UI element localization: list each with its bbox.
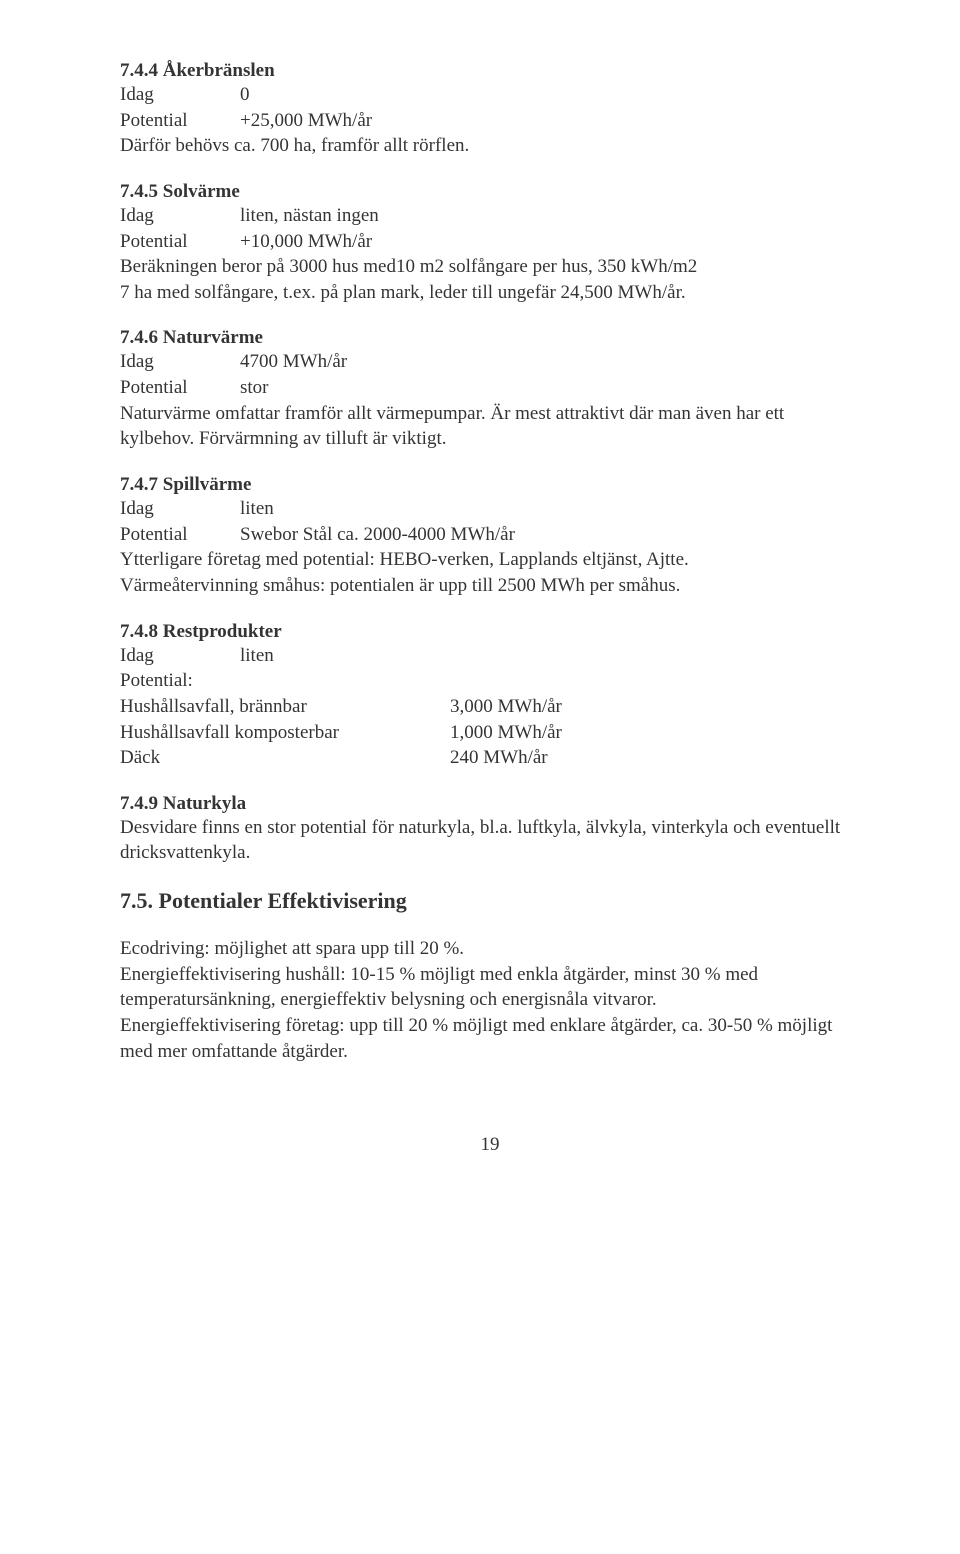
kv-val: Swebor Stål ca. 2000-4000 MWh/år xyxy=(240,522,860,548)
heading-748: 7.4.8 Restprodukter xyxy=(120,621,860,643)
note-745: Beräkningen beror på 3000 hus med10 m2 s… xyxy=(120,254,860,305)
p3-75: Energieffektivisering företag: upp till … xyxy=(120,1013,860,1064)
kv-pot-747: Potential Swebor Stål ca. 2000-4000 MWh/… xyxy=(120,522,860,548)
section-746: 7.4.6 Naturvärme Idag 4700 MWh/år Potent… xyxy=(120,327,860,452)
rest-row: Hushållsavfall komposterbar 1,000 MWh/år xyxy=(120,720,860,746)
kv-val: liten xyxy=(240,496,860,522)
rest-row: Hushållsavfall, brännbar 3,000 MWh/år xyxy=(120,694,860,720)
rest-row: Däck 240 MWh/år xyxy=(120,745,860,771)
kv-val: +25,000 MWh/år xyxy=(240,108,860,134)
kv-val: liten, nästan ingen xyxy=(240,203,860,229)
kv-key: Idag xyxy=(120,496,240,522)
section-749: 7.4.9 Naturkyla Desvidare finns en stor … xyxy=(120,793,860,866)
kv-key: Potential xyxy=(120,229,240,255)
note-747: Ytterligare företag med potential: HEBO-… xyxy=(120,547,860,598)
heading-745: 7.4.5 Solvärme xyxy=(120,181,860,203)
heading-744: 7.4.4 Åkerbränslen xyxy=(120,60,860,82)
heading-747: 7.4.7 Spillvärme xyxy=(120,474,860,496)
p2-75: Energieffektivisering hushåll: 10-15 % m… xyxy=(120,962,860,1013)
kv-pot-744: Potential +25,000 MWh/år xyxy=(120,108,860,134)
section-744: 7.4.4 Åkerbränslen Idag 0 Potential +25,… xyxy=(120,60,860,159)
kv-pot-745: Potential +10,000 MWh/år xyxy=(120,229,860,255)
kv-key: Potential xyxy=(120,522,240,548)
kv-pot-746: Potential stor xyxy=(120,375,860,401)
note-744: Därför behövs ca. 700 ha, framför allt r… xyxy=(120,133,860,159)
kv-val: stor xyxy=(240,375,860,401)
kv-key: Potential xyxy=(120,108,240,134)
kv-idag-745: Idag liten, nästan ingen xyxy=(120,203,860,229)
heading-75: 7.5. Potentialer Effektivisering xyxy=(120,888,860,914)
rest-val: 1,000 MWh/år xyxy=(450,720,860,746)
rest-val: 3,000 MWh/år xyxy=(450,694,860,720)
kv-key: Idag xyxy=(120,82,240,108)
pot-label-748: Potential: xyxy=(120,668,860,694)
kv-val: 4700 MWh/år xyxy=(240,349,860,375)
section-747: 7.4.7 Spillvärme Idag liten Potential Sw… xyxy=(120,474,860,599)
note-746: Naturvärme omfattar framför allt värmepu… xyxy=(120,401,860,452)
heading-746: 7.4.6 Naturvärme xyxy=(120,327,860,349)
heading-749: 7.4.9 Naturkyla xyxy=(120,793,860,815)
kv-key: Idag xyxy=(120,349,240,375)
rest-key: Hushållsavfall komposterbar xyxy=(120,720,450,746)
rest-key: Hushållsavfall, brännbar xyxy=(120,694,450,720)
kv-key: Idag xyxy=(120,203,240,229)
rest-key: Däck xyxy=(120,745,450,771)
section-748: 7.4.8 Restprodukter Idag liten Potential… xyxy=(120,621,860,771)
kv-idag-748: Idag liten xyxy=(120,643,860,669)
document-page: 7.4.4 Åkerbränslen Idag 0 Potential +25,… xyxy=(0,0,960,1216)
section-745: 7.4.5 Solvärme Idag liten, nästan ingen … xyxy=(120,181,860,306)
rest-val: 240 MWh/år xyxy=(450,745,860,771)
kv-idag-747: Idag liten xyxy=(120,496,860,522)
kv-key: Idag xyxy=(120,643,240,669)
note-749: Desvidare finns en stor potential för na… xyxy=(120,815,860,866)
kv-val: +10,000 MWh/år xyxy=(240,229,860,255)
kv-idag-744: Idag 0 xyxy=(120,82,860,108)
section-75-body: Ecodriving: möjlighet att spara upp till… xyxy=(120,936,860,1064)
p1-75: Ecodriving: möjlighet att spara upp till… xyxy=(120,936,860,962)
page-number: 19 xyxy=(120,1134,860,1156)
kv-val: liten xyxy=(240,643,860,669)
kv-idag-746: Idag 4700 MWh/år xyxy=(120,349,860,375)
kv-key: Potential xyxy=(120,375,240,401)
kv-val: 0 xyxy=(240,82,860,108)
